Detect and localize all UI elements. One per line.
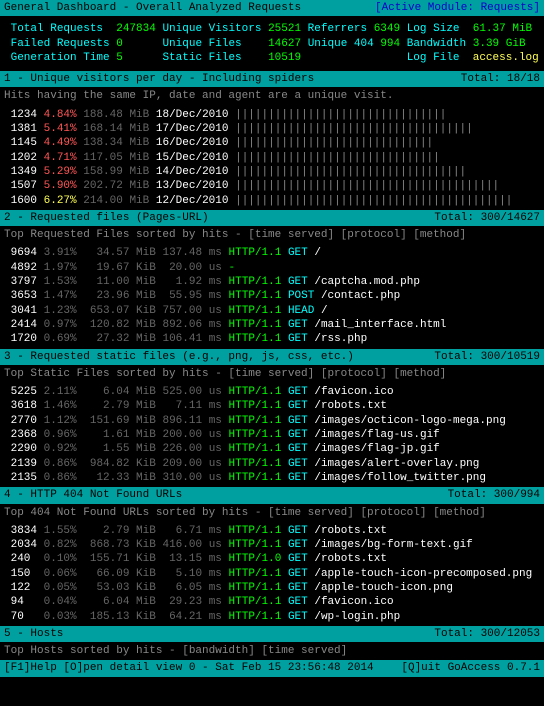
- section5-header[interactable]: 5 - Hosts Total: 300/12053: [0, 626, 544, 642]
- visitor-row[interactable]: 1145 4.49% 138.34 MiB 16/Dec/2010 ||||||…: [4, 136, 540, 150]
- section1-subtitle: Hits having the same IP, date and agent …: [4, 89, 540, 103]
- visitor-row[interactable]: 1234 4.84% 188.48 MiB 18/Dec/2010 ||||||…: [4, 108, 540, 122]
- stats-row-1: Total Requests 247834 Unique Visitors 25…: [4, 22, 540, 36]
- section5-content: Top Hosts sorted by hits - [bandwidth] […: [0, 642, 544, 660]
- file-row[interactable]: 2135 0.86% 12.33 MiB 310.00 us HTTP/1.1 …: [4, 471, 540, 485]
- file-row[interactable]: 2414 0.97% 120.82 MiB 892.06 ms HTTP/1.1…: [4, 318, 540, 332]
- file-row[interactable]: 3797 1.53% 11.00 MiB 1.92 ms HTTP/1.1 GE…: [4, 275, 540, 289]
- section5-subtitle: Top Hosts sorted by hits - [bandwidth] […: [4, 644, 540, 658]
- visitor-row[interactable]: 1381 5.41% 168.14 MiB 17/Dec/2010 ||||||…: [4, 122, 540, 136]
- stats-row-3: Generation Time 5 Static Files 10519 Log…: [4, 51, 540, 65]
- file-row[interactable]: 2368 0.96% 1.61 MiB 200.00 us HTTP/1.1 G…: [4, 428, 540, 442]
- section2-header[interactable]: 2 - Requested files (Pages-URL) Total: 3…: [0, 210, 544, 226]
- file-row[interactable]: 3041 1.23% 653.07 KiB 757.00 us HTTP/1.1…: [4, 304, 540, 318]
- file-row[interactable]: 240 0.10% 155.71 KiB 13.15 ms HTTP/1.0 G…: [4, 552, 540, 566]
- file-row[interactable]: 2290 0.92% 1.55 MiB 226.00 us HTTP/1.1 G…: [4, 442, 540, 456]
- footer-right: [Q]uit GoAccess 0.7.1: [401, 661, 540, 675]
- section3-content: Top Static Files sorted by hits - [time …: [0, 365, 544, 487]
- file-row[interactable]: 2770 1.12% 151.69 MiB 896.11 ms HTTP/1.1…: [4, 414, 540, 428]
- file-row[interactable]: 3618 1.46% 2.79 MiB 7.11 ms HTTP/1.1 GET…: [4, 399, 540, 413]
- dashboard-header: General Dashboard - Overall Analyzed Req…: [0, 0, 544, 16]
- visitor-row[interactable]: 1600 6.27% 214.00 MiB 12/Dec/2010 ||||||…: [4, 194, 540, 208]
- file-row[interactable]: 3653 1.47% 23.96 MiB 55.95 ms HTTP/1.1 P…: [4, 289, 540, 303]
- section2-subtitle: Top Requested Files sorted by hits - [ti…: [4, 228, 540, 242]
- section4-subtitle: Top 404 Not Found URLs sorted by hits - …: [4, 506, 540, 520]
- section3-subtitle: Top Static Files sorted by hits - [time …: [4, 367, 540, 381]
- file-row[interactable]: 2034 0.82% 868.73 KiB 416.00 us HTTP/1.1…: [4, 538, 540, 552]
- section1-header[interactable]: 1 - Unique visitors per day - Including …: [0, 71, 544, 87]
- stats-row-2: Failed Requests 0 Unique Files 14627 Uni…: [4, 37, 540, 51]
- section3-header[interactable]: 3 - Requested static files (e.g., png, j…: [0, 349, 544, 365]
- section2-content: Top Requested Files sorted by hits - [ti…: [0, 226, 544, 348]
- section4-content: Top 404 Not Found URLs sorted by hits - …: [0, 504, 544, 626]
- section4-header[interactable]: 4 - HTTP 404 Not Found URLs Total: 300/9…: [0, 487, 544, 503]
- file-row[interactable]: 3834 1.55% 2.79 MiB 6.71 ms HTTP/1.1 GET…: [4, 524, 540, 538]
- file-row[interactable]: 70 0.03% 185.13 KiB 64.21 ms HTTP/1.1 GE…: [4, 610, 540, 624]
- section1-content: Hits having the same IP, date and agent …: [0, 87, 544, 209]
- header-title: General Dashboard - Overall Analyzed Req…: [4, 1, 301, 15]
- file-row[interactable]: 1720 0.69% 27.32 MiB 106.41 ms HTTP/1.1 …: [4, 332, 540, 346]
- file-row[interactable]: 4892 1.97% 19.67 KiB 20.00 us -: [4, 261, 540, 275]
- visitor-row[interactable]: 1202 4.71% 117.05 MiB 15/Dec/2010 ||||||…: [4, 151, 540, 165]
- file-row[interactable]: 122 0.05% 53.03 KiB 6.05 ms HTTP/1.1 GET…: [4, 581, 540, 595]
- footer-left: [F1]Help [O]pen detail view 0 - Sat Feb …: [4, 661, 374, 675]
- active-module: [Active Module: Requests]: [375, 1, 540, 15]
- footer-bar[interactable]: [F1]Help [O]pen detail view 0 - Sat Feb …: [0, 660, 544, 676]
- file-row[interactable]: 5225 2.11% 6.04 MiB 525.00 us HTTP/1.1 G…: [4, 385, 540, 399]
- visitor-row[interactable]: 1349 5.29% 158.99 MiB 14/Dec/2010 ||||||…: [4, 165, 540, 179]
- file-row[interactable]: 9694 3.91% 34.57 MiB 137.48 ms HTTP/1.1 …: [4, 246, 540, 260]
- stats-block: Total Requests 247834 Unique Visitors 25…: [0, 16, 544, 71]
- file-row[interactable]: 94 0.04% 6.04 MiB 29.23 ms HTTP/1.1 GET …: [4, 595, 540, 609]
- file-row[interactable]: 2139 0.86% 984.82 KiB 209.00 us HTTP/1.1…: [4, 457, 540, 471]
- file-row[interactable]: 150 0.06% 66.09 KiB 5.10 ms HTTP/1.1 GET…: [4, 567, 540, 581]
- visitor-row[interactable]: 1507 5.90% 202.72 MiB 13/Dec/2010 ||||||…: [4, 179, 540, 193]
